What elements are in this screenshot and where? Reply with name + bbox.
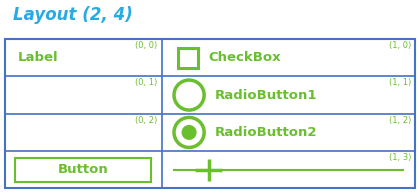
Text: Label: Label	[18, 51, 58, 64]
Text: (0, 2): (0, 2)	[135, 116, 158, 125]
FancyBboxPatch shape	[16, 158, 151, 182]
Ellipse shape	[174, 117, 204, 147]
FancyBboxPatch shape	[178, 48, 198, 68]
Text: RadioButton2: RadioButton2	[215, 126, 317, 139]
Text: (0, 0): (0, 0)	[135, 41, 158, 50]
Text: (1, 2): (1, 2)	[388, 116, 411, 125]
Text: (1, 0): (1, 0)	[388, 41, 411, 50]
Ellipse shape	[174, 80, 204, 110]
Text: (1, 3): (1, 3)	[388, 153, 411, 162]
Text: Layout (2, 4): Layout (2, 4)	[13, 6, 133, 25]
Text: (0, 1): (0, 1)	[135, 78, 158, 87]
Text: (1, 1): (1, 1)	[388, 78, 411, 87]
Text: CheckBox: CheckBox	[208, 51, 281, 64]
FancyBboxPatch shape	[5, 39, 415, 189]
Text: RadioButton1: RadioButton1	[215, 89, 317, 102]
Ellipse shape	[181, 125, 197, 140]
Text: Button: Button	[58, 163, 109, 176]
